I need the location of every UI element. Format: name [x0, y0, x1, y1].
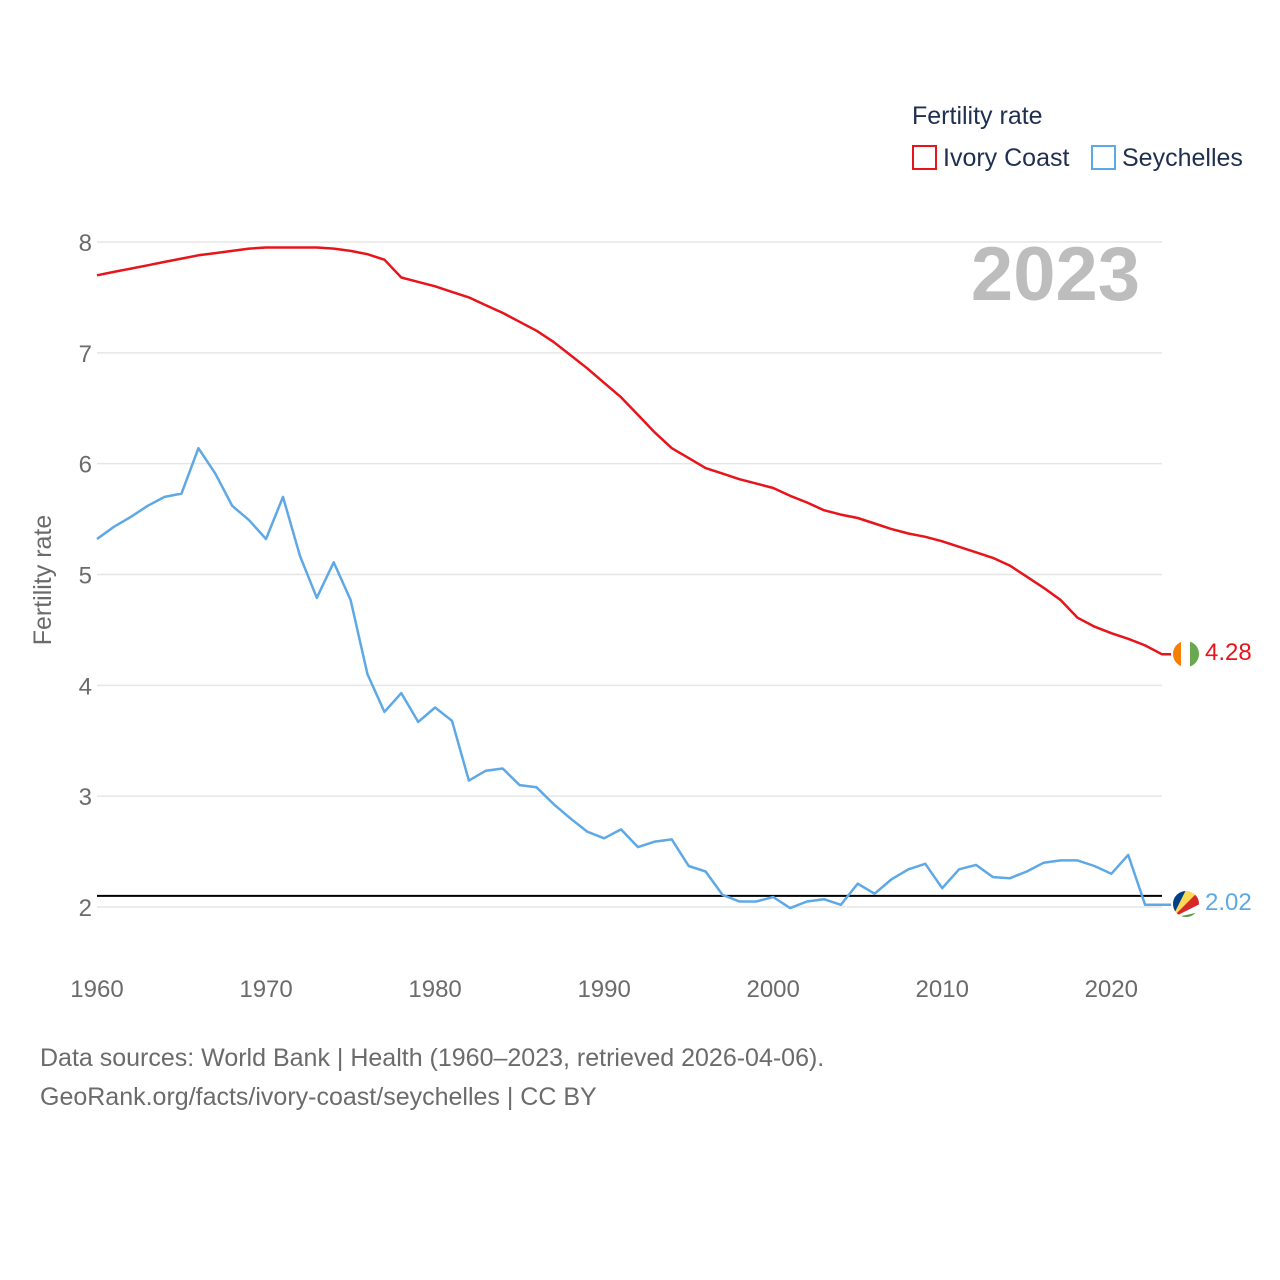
- x-tick-label: 2010: [916, 976, 969, 1003]
- legend-label-ivory-coast[interactable]: Ivory Coast: [943, 144, 1069, 172]
- y-axis-ticks: 2 3 4 5 6 7 8: [79, 230, 92, 922]
- series-lines: [96, 246, 1172, 910]
- x-tick-label: 2000: [746, 976, 799, 1003]
- y-tick-label: 7: [79, 341, 92, 368]
- x-tick-label: 1960: [70, 976, 123, 1003]
- y-tick-label: 5: [79, 563, 92, 590]
- legend-swatch-ivory-coast[interactable]: [912, 145, 937, 170]
- end-value-ivory-coast: 4.28: [1205, 639, 1252, 666]
- legend-label-seychelles[interactable]: Seychelles: [1122, 144, 1243, 172]
- source-link[interactable]: GeoRank.org/facts/ivory-coast/seychelles…: [40, 1083, 597, 1111]
- x-axis-ticks: 1960 1970 1980 1990 2000 2010 2020: [70, 976, 1138, 1003]
- legend-swatch-seychelles[interactable]: [1091, 145, 1116, 170]
- y-tick-label: 4: [79, 673, 92, 700]
- x-tick-label: 1990: [577, 976, 630, 1003]
- ivory-coast-flag-icon: [1172, 640, 1200, 668]
- series-line-seychelles[interactable]: [96, 446, 1172, 910]
- data-source-note: Data sources: World Bank | Health (1960–…: [40, 1044, 825, 1072]
- x-tick-label: 1970: [239, 976, 292, 1003]
- end-value-seychelles: 2.02: [1205, 889, 1252, 916]
- y-tick-label: 6: [79, 452, 92, 479]
- legend-title: Fertility rate: [912, 102, 1043, 130]
- y-tick-label: 8: [79, 230, 92, 257]
- y-tick-label: 2: [79, 895, 92, 922]
- series-line-ivory-coast[interactable]: [96, 246, 1172, 656]
- y-tick-label: 3: [79, 784, 92, 811]
- legend: Fertility rate Ivory Coast Seychelles: [912, 102, 1243, 172]
- year-watermark: 2023: [971, 232, 1140, 317]
- gridlines: [97, 241, 1162, 908]
- x-tick-label: 1980: [408, 976, 461, 1003]
- y-axis-title: Fertility rate: [29, 515, 57, 646]
- x-tick-label: 2020: [1085, 976, 1138, 1003]
